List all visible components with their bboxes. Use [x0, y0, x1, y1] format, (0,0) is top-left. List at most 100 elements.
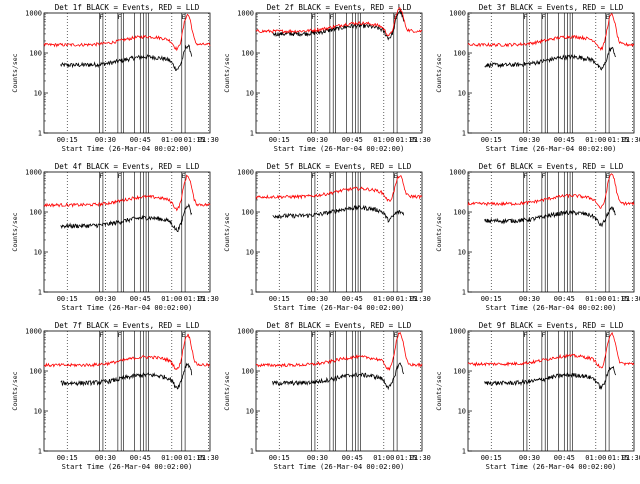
x-tick-label: 00:15 [269, 295, 290, 303]
x-tick-label: 00:45 [130, 136, 151, 144]
x-axis-label: Start Time (26-Mar-04 00:02:00) [486, 145, 617, 153]
x-tick-label: 00:30 [519, 295, 540, 303]
x-tick-label: 00:45 [342, 454, 363, 462]
x-tick-label: 01:00 [161, 295, 182, 303]
y-axis-label: Counts/sec [435, 371, 443, 410]
interval-marker-label: F [330, 331, 334, 339]
interval-marker-label: F [523, 331, 527, 339]
y-tick-label: 100 [453, 368, 466, 376]
x-axis-label: Start Time (26-Mar-04 00:02:00) [486, 304, 617, 312]
x-tick-label: 01:30 [410, 454, 431, 462]
x-axis-label: Start Time (26-Mar-04 00:02:00) [486, 463, 617, 471]
x-tick-label: 00:15 [481, 295, 502, 303]
x-axis-label: Start Time (26-Mar-04 00:02:00) [274, 463, 405, 471]
interval-marker-label: E [393, 331, 397, 339]
x-tick-label: 01:15 [184, 136, 205, 144]
lld-series-line [255, 331, 423, 372]
plot-frame [43, 171, 211, 293]
y-tick-label: 100 [453, 209, 466, 217]
x-tick-label: 01:00 [373, 454, 394, 462]
plot-frame [255, 171, 423, 293]
interval-marker-label: E [393, 172, 397, 180]
x-tick-label: 01:00 [585, 295, 606, 303]
plot-frame [255, 12, 423, 134]
x-tick-label: 00:15 [481, 136, 502, 144]
x-tick-label: 01:00 [585, 136, 606, 144]
y-tick-label: 1 [462, 448, 466, 456]
plot-frame [467, 330, 635, 452]
interval-marker-label: E [181, 13, 185, 21]
lld-series-line [43, 174, 211, 212]
interval-marker-label: F [330, 172, 334, 180]
interval-marker-label: F [311, 172, 315, 180]
interval-marker-label: E [605, 331, 609, 339]
panel-title: Det 4f BLACK = Events, RED = LLD [55, 162, 200, 171]
x-tick-label: 01:30 [198, 295, 219, 303]
events-series-line [272, 362, 405, 391]
x-tick-label: 01:00 [373, 295, 394, 303]
panel-title: Det 8f BLACK = Events, RED = LLD [267, 321, 412, 330]
y-axis-label: Counts/sec [223, 371, 231, 410]
x-tick-label: 00:45 [342, 136, 363, 144]
events-series-line [484, 46, 616, 71]
interval-marker-label: F [99, 172, 103, 180]
x-tick-label: 01:30 [622, 454, 640, 462]
interval-marker-label: F [311, 331, 315, 339]
y-tick-label: 100 [241, 209, 254, 217]
interval-marker-label: F [118, 331, 122, 339]
x-tick-label: 01:00 [585, 454, 606, 462]
y-tick-label: 10 [458, 90, 466, 98]
y-axis-label: Counts/sec [223, 212, 231, 251]
interval-marker-label: F [118, 13, 122, 21]
y-tick-label: 1 [462, 289, 466, 297]
y-tick-label: 1 [462, 130, 466, 138]
y-tick-label: 1 [38, 130, 42, 138]
interval-marker-label: F [99, 13, 103, 21]
x-tick-label: 00:45 [554, 295, 575, 303]
interval-marker-label: E [181, 331, 185, 339]
y-tick-label: 10 [34, 249, 42, 257]
x-axis-label: Start Time (26-Mar-04 00:02:00) [62, 145, 193, 153]
y-tick-label: 10 [246, 249, 254, 257]
x-tick-label: 00:45 [342, 295, 363, 303]
events-series-line [60, 44, 193, 71]
y-tick-label: 1000 [237, 328, 254, 336]
panel-title: Det 9f BLACK = Events, RED = LLD [479, 321, 624, 330]
panel-title: Det 7f BLACK = Events, RED = LLD [55, 321, 200, 330]
y-tick-label: 100 [241, 50, 254, 58]
y-tick-label: 1 [250, 289, 254, 297]
interval-marker-label: F [118, 172, 122, 180]
y-axis-label: Counts/sec [11, 212, 19, 251]
x-tick-label: 01:30 [198, 136, 219, 144]
lld-series-line [467, 173, 635, 209]
x-tick-label: 01:30 [622, 295, 640, 303]
y-axis-label: Counts/sec [11, 371, 19, 410]
x-tick-label: 01:15 [608, 295, 629, 303]
x-axis-label: Start Time (26-Mar-04 00:02:00) [62, 463, 193, 471]
panel-title: Det 6f BLACK = Events, RED = LLD [479, 162, 624, 171]
x-tick-label: 01:30 [410, 136, 431, 144]
x-tick-label: 00:45 [554, 454, 575, 462]
y-tick-label: 100 [241, 368, 254, 376]
x-tick-label: 01:15 [396, 136, 417, 144]
panel-title: Det 2f BLACK = Events, RED = LLD [267, 3, 412, 12]
interval-marker-label: E [605, 13, 609, 21]
x-tick-label: 00:30 [307, 136, 328, 144]
lld-series-line [467, 331, 635, 369]
x-tick-label: 01:30 [622, 136, 640, 144]
x-tick-label: 00:30 [95, 295, 116, 303]
x-tick-label: 00:30 [95, 454, 116, 462]
x-tick-label: 01:00 [373, 136, 394, 144]
lld-series-line [43, 333, 211, 371]
x-tick-label: 00:30 [307, 454, 328, 462]
plot-frame [467, 12, 635, 134]
x-tick-label: 00:30 [95, 136, 116, 144]
events-series-line [484, 206, 616, 228]
y-tick-label: 1000 [449, 328, 466, 336]
interval-marker-label: F [542, 13, 546, 21]
interval-marker-label: F [99, 331, 103, 339]
